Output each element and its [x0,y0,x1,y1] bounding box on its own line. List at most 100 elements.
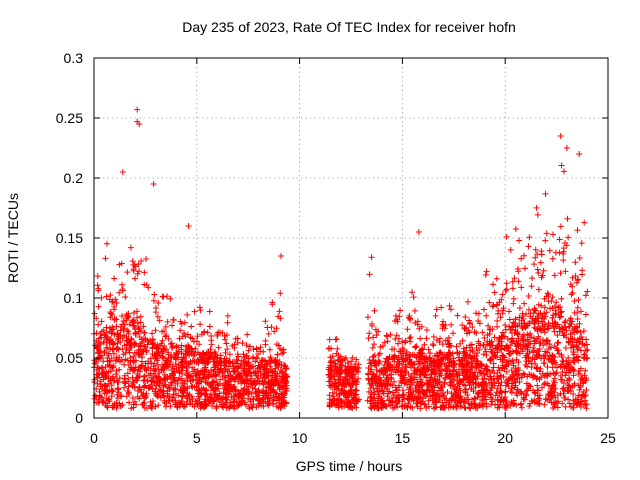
data-point [498,373,505,380]
data-point [535,286,542,293]
data-point [366,380,373,387]
data-point [325,366,332,373]
data-point [223,382,230,389]
data-point [575,382,582,389]
data-point [387,361,394,368]
data-point [260,381,267,388]
data-point [417,376,424,383]
data-point [575,276,582,283]
data-point [246,403,253,410]
data-point [541,295,548,302]
data-point [377,344,384,351]
data-point [457,402,464,409]
data-point [442,375,449,382]
data-point [433,306,440,313]
data-point [141,377,148,384]
data-point [432,399,439,406]
data-point [284,373,291,380]
data-point [333,369,340,376]
data-point [512,382,519,389]
data-point [234,351,241,358]
data-point [560,250,567,257]
data-point [525,243,532,250]
data-point [498,338,505,345]
data-point [499,307,506,314]
data-point [366,271,373,278]
data-point [575,357,582,364]
data-point [481,375,488,382]
data-point [150,181,157,187]
data-point [530,310,537,317]
data-point [334,345,341,352]
data-point [335,396,342,403]
data-point [237,373,244,380]
x-tick-label: 10 [292,430,308,446]
data-point [164,390,171,397]
data-point [124,388,131,395]
data-point [331,397,338,404]
data-point [535,270,542,277]
data-point [143,282,150,289]
data-point [515,278,522,285]
data-point [463,344,470,351]
data-point [524,373,531,380]
data-point [536,340,543,347]
data-point [462,314,469,321]
data-point [387,331,394,338]
data-point [231,368,238,375]
data-point [278,253,285,259]
data-point [169,343,176,350]
data-point [558,295,565,302]
data-point [226,378,233,385]
data-point [165,335,172,342]
data-point [202,390,209,397]
data-point [401,339,408,346]
data-point [138,389,145,396]
data-point [509,338,516,345]
data-point [113,300,120,307]
data-point [239,376,246,383]
data-point [515,341,522,348]
data-point [466,317,473,324]
data-point [516,237,523,244]
data-point [227,381,234,388]
data-point [140,323,147,330]
data-point [584,346,591,353]
data-point [560,380,567,387]
data-point [443,365,450,372]
data-point [506,308,513,315]
data-point [447,306,454,313]
data-point [418,368,425,375]
data-point [216,390,223,397]
data-point [549,231,556,238]
data-point [528,364,535,371]
data-point [129,319,136,326]
data-point [195,380,202,387]
data-point [564,215,571,222]
data-point [134,314,141,321]
data-point [513,402,520,409]
data-point [562,345,569,352]
chart-title: Day 235 of 2023, Rate Of TEC Index for r… [182,19,516,35]
data-point [136,334,143,341]
data-point [140,335,147,342]
data-point [553,369,560,376]
data-point [128,336,135,343]
data-point [376,387,383,394]
data-point [188,350,195,357]
data-point [515,359,522,366]
data-point [574,324,581,331]
data-point [253,345,260,352]
data-point [129,367,136,374]
data-point [473,310,480,317]
data-point [526,332,533,339]
data-point [226,351,233,358]
data-point [137,340,144,347]
data-point [103,395,110,402]
data-point [396,348,403,355]
data-point [332,361,339,368]
data-point [349,354,356,361]
data-point [201,328,208,335]
data-point [102,363,109,370]
data-point [257,399,264,406]
